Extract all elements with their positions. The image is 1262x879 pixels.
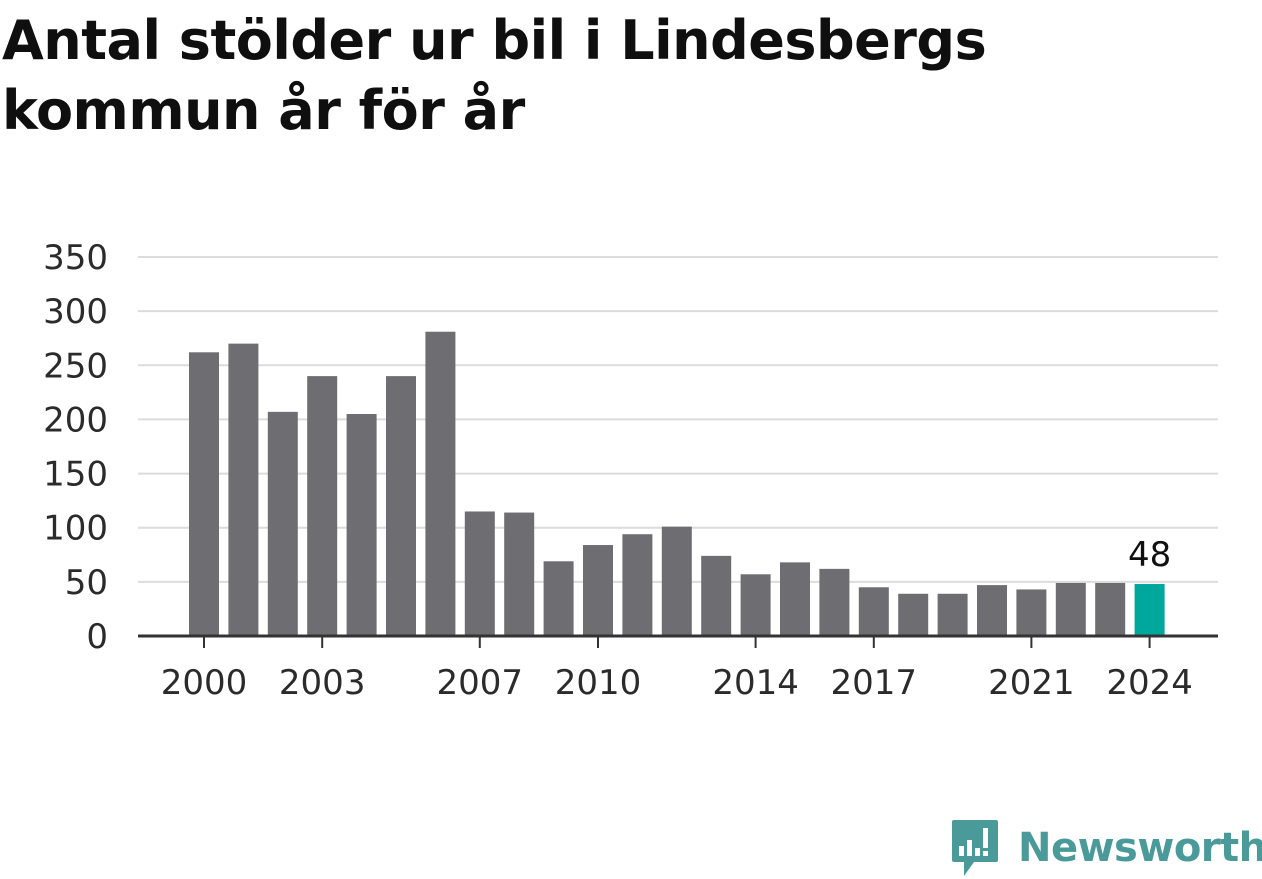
y-axis-ticks: 0 50 100 150 200 250 300 350 xyxy=(43,238,108,657)
x-tick-label: 2007 xyxy=(437,663,524,703)
bar-2019 xyxy=(937,593,968,636)
bar-2005 xyxy=(386,376,416,636)
x-tick-label: 2021 xyxy=(988,663,1075,703)
x-axis-ticks: 2000 2003 2007 2010 2014 2017 2021 2024 xyxy=(161,636,1193,703)
y-tick-label: 250 xyxy=(43,346,108,386)
y-tick-label: 100 xyxy=(43,509,108,549)
y-tick-label: 50 xyxy=(65,563,108,603)
y-tick-label: 350 xyxy=(43,238,108,278)
data-labels: 48 xyxy=(1128,535,1171,575)
bar-2017 xyxy=(858,587,889,636)
y-tick-label: 300 xyxy=(43,292,108,332)
y-tick-label: 150 xyxy=(43,455,108,495)
bar-2004 xyxy=(346,414,377,636)
x-tick-label: 2010 xyxy=(555,663,642,703)
bar-2008 xyxy=(504,512,535,636)
x-tick-label: 2000 xyxy=(161,663,248,703)
x-tick-label: 2024 xyxy=(1106,663,1193,703)
bar-2002 xyxy=(267,411,298,636)
bar-2018 xyxy=(898,593,929,636)
bars xyxy=(189,331,1165,636)
bar-2024 xyxy=(1134,584,1165,636)
x-tick-label: 2014 xyxy=(712,663,799,703)
bar-2021 xyxy=(1016,589,1047,636)
bar-2015 xyxy=(780,562,810,636)
data-label-2024: 48 xyxy=(1128,535,1171,575)
bar-2011 xyxy=(622,534,653,636)
bar-2010 xyxy=(583,545,613,636)
chart-title: Antal stölder ur bil i Lindesbergs kommu… xyxy=(2,9,987,142)
newsworthy-logo-icon xyxy=(952,820,998,876)
x-tick-label: 2017 xyxy=(831,663,918,703)
bar-2023 xyxy=(1095,582,1126,636)
newsworthy-logo: Newsworthy xyxy=(950,818,1262,878)
bar-2020 xyxy=(977,585,1007,636)
bar-2022 xyxy=(1055,582,1086,636)
bar-2000 xyxy=(189,352,219,636)
bar-2014 xyxy=(740,574,771,636)
newsworthy-logo-text: Newsworthy xyxy=(1018,825,1262,871)
y-tick-label: 0 xyxy=(86,617,108,657)
bar-2003 xyxy=(307,376,338,636)
y-tick-label: 200 xyxy=(43,400,108,440)
bar-2013 xyxy=(701,555,732,636)
bar-2016 xyxy=(819,568,850,636)
bar-2009 xyxy=(543,561,574,636)
bar-2012 xyxy=(661,526,692,636)
x-tick-label: 2003 xyxy=(279,663,366,703)
bar-2007 xyxy=(464,511,495,636)
bar-2001 xyxy=(228,343,259,636)
bar-2006 xyxy=(425,331,456,636)
